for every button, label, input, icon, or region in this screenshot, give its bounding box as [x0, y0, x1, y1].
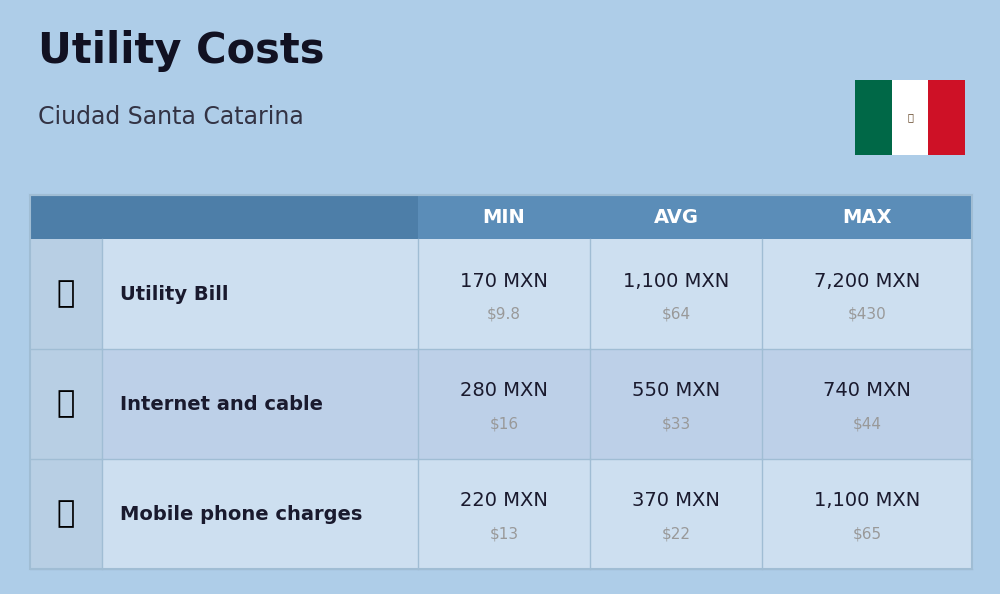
Text: 170 MXN: 170 MXN — [460, 271, 548, 290]
Text: Mobile phone charges: Mobile phone charges — [120, 504, 362, 523]
Text: 🔌: 🔌 — [57, 280, 75, 308]
Text: Internet and cable: Internet and cable — [120, 394, 323, 413]
Text: $65: $65 — [852, 526, 882, 542]
Text: Ciudad Santa Catarina: Ciudad Santa Catarina — [38, 105, 304, 129]
Text: $13: $13 — [489, 526, 519, 542]
Text: $430: $430 — [848, 307, 886, 321]
Bar — [30, 239, 972, 349]
Bar — [892, 80, 928, 155]
Bar — [855, 80, 892, 155]
Bar — [30, 459, 972, 569]
Text: MIN: MIN — [483, 207, 525, 226]
Text: 📶: 📶 — [57, 390, 75, 419]
Text: 1,100 MXN: 1,100 MXN — [623, 271, 729, 290]
Text: 220 MXN: 220 MXN — [460, 491, 548, 510]
Text: $9.8: $9.8 — [487, 307, 521, 321]
Bar — [30, 195, 972, 239]
Bar — [928, 80, 965, 155]
Text: 280 MXN: 280 MXN — [460, 381, 548, 400]
Text: $16: $16 — [489, 416, 519, 431]
Text: $33: $33 — [661, 416, 691, 431]
Text: $22: $22 — [662, 526, 690, 542]
Text: 7,200 MXN: 7,200 MXN — [814, 271, 920, 290]
Text: Utility Costs: Utility Costs — [38, 30, 324, 72]
Text: 370 MXN: 370 MXN — [632, 491, 720, 510]
Bar — [30, 349, 102, 459]
Bar — [30, 239, 102, 349]
Bar — [30, 195, 102, 239]
Text: AVG: AVG — [654, 207, 698, 226]
Bar — [30, 195, 972, 569]
Text: 1,100 MXN: 1,100 MXN — [814, 491, 920, 510]
Text: $64: $64 — [661, 307, 691, 321]
Bar — [30, 349, 972, 459]
Text: Utility Bill: Utility Bill — [120, 285, 228, 304]
Text: MAX: MAX — [842, 207, 892, 226]
Text: 📱: 📱 — [57, 500, 75, 529]
Text: $44: $44 — [852, 416, 882, 431]
Bar — [30, 459, 102, 569]
Text: 550 MXN: 550 MXN — [632, 381, 720, 400]
Bar — [102, 195, 418, 239]
Text: 740 MXN: 740 MXN — [823, 381, 911, 400]
Text: 🦅: 🦅 — [907, 112, 913, 122]
